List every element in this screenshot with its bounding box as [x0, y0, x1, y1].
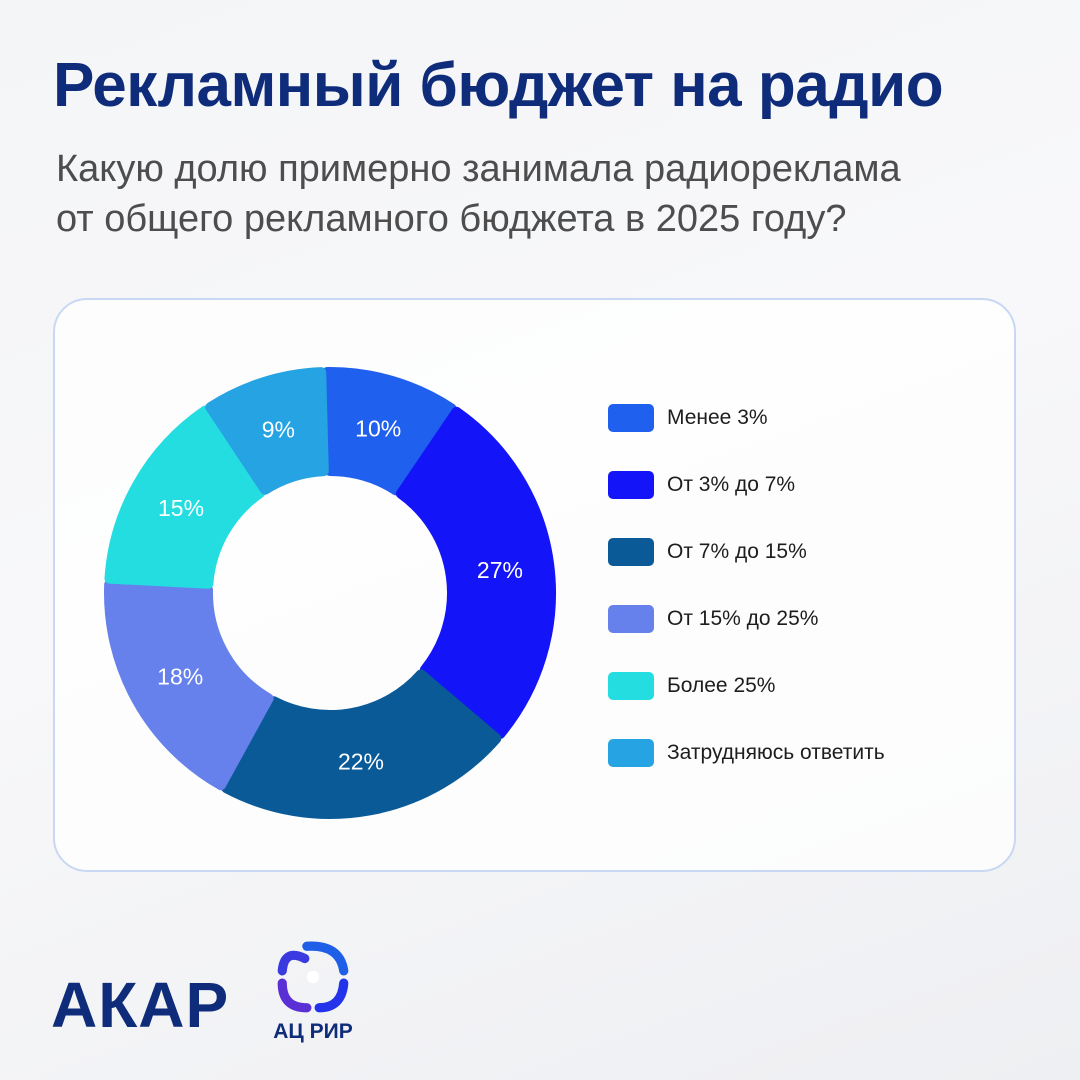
donut-slice-gt25: [104, 405, 266, 589]
donut-slice-7to15: [221, 669, 502, 819]
slice-label-lt3: 10%: [355, 415, 401, 441]
subtitle-line-2: от общего рекламного бюджета в 2025 году…: [56, 198, 847, 240]
subtitle-line-1: Какую долю примерно занимала радиореклам…: [56, 148, 901, 190]
chart-legend: Менее 3% От 3% до 7% От 7% до 15% От 15% до…: [608, 404, 988, 806]
air-logo-text: АЦ РИР: [273, 1020, 353, 1043]
legend-swatch: [608, 404, 654, 432]
legend-label: Более 25%: [667, 674, 776, 697]
legend-swatch: [608, 739, 654, 767]
legend-label: От 15% до 25%: [667, 607, 819, 630]
chart-card: 10% 27% 22% 18% 15% 9% Менее 3% От 3% до 7% От …: [53, 298, 1016, 872]
page-subtitle: Какую долю примерно занимала радиореклам…: [56, 144, 1036, 244]
legend-swatch: [608, 471, 654, 499]
legend-swatch: [608, 672, 654, 700]
legend-item-gt25: Более 25%: [608, 672, 988, 700]
legend-label: От 3% до 7%: [667, 473, 796, 496]
slice-label-7to15: 22%: [338, 749, 384, 775]
legend-item-3to7: От 3% до 7%: [608, 471, 988, 499]
legend-swatch: [608, 605, 654, 633]
akar-logo: АКАР: [51, 969, 230, 1041]
legend-label: Менее 3%: [667, 406, 768, 429]
donut-slice-15to25: [104, 579, 274, 791]
page-title: Рекламный бюджет на радио: [53, 51, 944, 120]
air-logo-mark: [277, 941, 349, 1013]
legend-label: Затрудняюсь ответить: [667, 741, 885, 764]
legend-item-dont-know: Затрудняюсь ответить: [608, 739, 988, 767]
air-logo: АЦ РИР: [268, 936, 358, 1046]
slice-label-dont-know: 9%: [262, 416, 295, 442]
slice-label-gt25: 15%: [158, 495, 204, 521]
donut-chart: 10% 27% 22% 18% 15% 9%: [104, 367, 556, 819]
legend-item-15to25: От 15% до 25%: [608, 605, 988, 633]
slice-label-15to25: 18%: [157, 663, 203, 689]
legend-item-7to15: От 7% до 15%: [608, 538, 988, 566]
legend-swatch: [608, 538, 654, 566]
donut-slice-lt3: [322, 367, 457, 496]
slice-label-3to7: 27%: [477, 557, 523, 583]
legend-item-lt3: Менее 3%: [608, 404, 988, 432]
legend-label: От 7% до 15%: [667, 540, 807, 563]
donut-slice-3to7: [395, 406, 556, 739]
donut-slice-dont-know: [205, 367, 329, 495]
